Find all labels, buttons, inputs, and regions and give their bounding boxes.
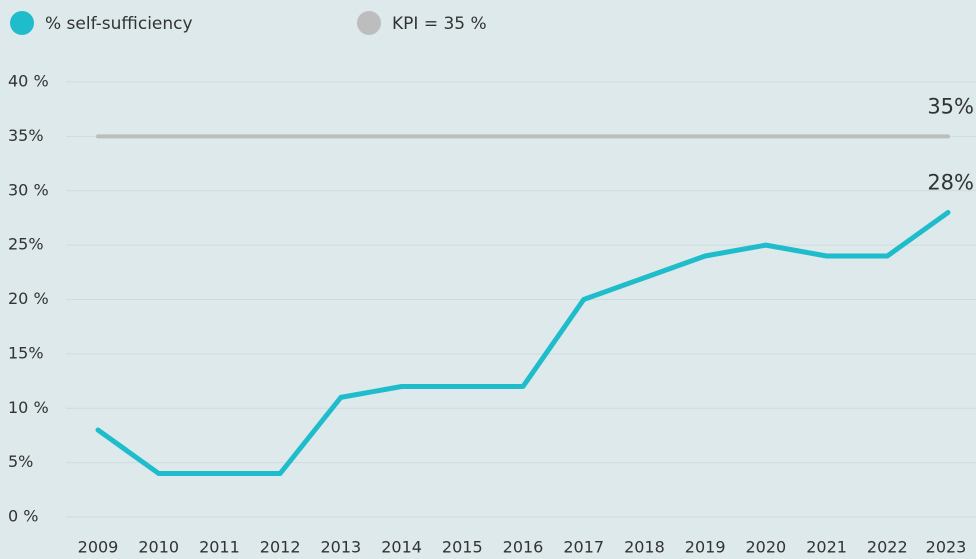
y-tick-label: 5% — [8, 452, 33, 471]
legend-swatch — [10, 11, 34, 35]
y-tick-label: 20 % — [8, 289, 49, 308]
y-tick-label: 15% — [8, 343, 44, 362]
x-tick-label: 2020 — [745, 538, 786, 557]
x-tick-label: 2019 — [685, 538, 726, 557]
y-tick-label: 35% — [8, 126, 44, 145]
x-tick-label: 2017 — [563, 538, 604, 557]
legend-label: % self-sufficiency — [45, 14, 193, 34]
x-tick-label: 2015 — [442, 538, 483, 557]
data-label: 28% — [927, 171, 974, 195]
series-line — [95, 210, 951, 476]
x-tick-label: 2018 — [624, 538, 665, 557]
y-tick-label: 0 % — [8, 507, 38, 526]
x-tick-label: 2011 — [199, 538, 240, 557]
x-tick-label: 2012 — [260, 538, 301, 557]
x-tick-label: 2009 — [78, 538, 119, 557]
x-tick-label: 2010 — [138, 538, 179, 557]
x-tick-label: 2014 — [381, 538, 422, 557]
x-tick-label: 2016 — [503, 538, 544, 557]
data-label: 35% — [927, 94, 974, 118]
x-tick-label: 2013 — [320, 538, 361, 557]
legend-swatch — [357, 11, 381, 35]
y-tick-label: 10 % — [8, 398, 49, 417]
legend-label: KPI = 35 % — [392, 14, 487, 34]
x-tick-label: 2023 — [926, 538, 967, 557]
y-tick-label: 25% — [8, 235, 44, 254]
y-tick-label: 30 % — [8, 180, 49, 199]
x-tick-label: 2021 — [806, 538, 847, 557]
x-tick-label: 2022 — [867, 538, 908, 557]
y-tick-label: 40 % — [8, 72, 49, 91]
